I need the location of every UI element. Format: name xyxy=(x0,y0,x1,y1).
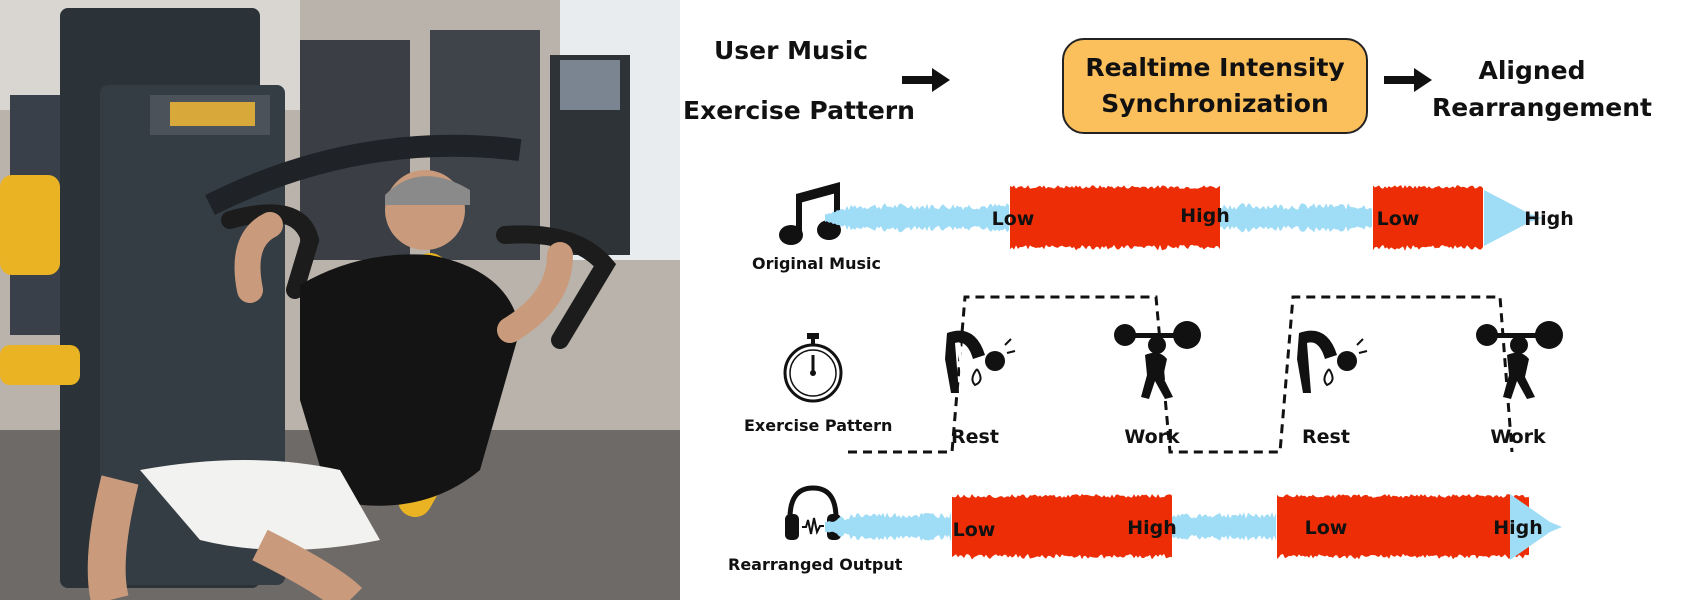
exercise-phase-label: Work xyxy=(1490,426,1546,448)
music-note-icon xyxy=(779,182,841,245)
output-line2: Rearrangement xyxy=(1432,93,1653,122)
rest-figure-icon xyxy=(945,330,1016,393)
work-figure-plate xyxy=(1114,324,1136,346)
rest-figure-head xyxy=(985,351,1005,371)
work-figure-plate xyxy=(1535,321,1563,349)
sync-process-box: Realtime Intensity Synchronization xyxy=(1062,38,1368,134)
input-user-music: User Music xyxy=(714,36,869,65)
original-music-waveform xyxy=(825,185,1542,251)
rest-figure-breath xyxy=(1323,368,1334,387)
rearranged-segment-label: High xyxy=(1493,517,1543,539)
rest-figure-icon xyxy=(1297,330,1368,393)
rearranged-segment-label: Low xyxy=(952,519,996,541)
work-figure-icon xyxy=(1476,321,1563,399)
arrow-right-icon xyxy=(1384,68,1432,92)
exercise-phase-label: Rest xyxy=(1302,426,1350,448)
gym-photo-illustration xyxy=(0,0,680,600)
original-music-segment xyxy=(1010,185,1220,251)
rearranged-segment-label: High xyxy=(1127,517,1177,539)
output-line1: Aligned xyxy=(1478,56,1586,85)
rearranged-segment-label: Low xyxy=(1304,517,1348,539)
work-figure-head xyxy=(1510,336,1528,354)
work-figure-bar xyxy=(1483,333,1551,338)
exercise-phase-label: Work xyxy=(1124,426,1180,448)
original-segment-label: High xyxy=(1180,205,1230,227)
rest-figure-head xyxy=(1337,351,1357,371)
rearranged-output-tail xyxy=(1510,494,1562,560)
diagram-panel: User Music Exercise Pattern Realtime Int… xyxy=(680,0,1700,600)
exercise-intensity-line xyxy=(848,295,1514,454)
rest-figure-arm xyxy=(1309,342,1317,386)
rest-figure-body xyxy=(945,330,985,393)
work-figure-body xyxy=(1141,352,1173,399)
exercise-pattern-diagram xyxy=(848,295,1563,454)
work-figure-plate xyxy=(1476,324,1498,346)
arrow-right-icon xyxy=(902,68,950,92)
rest-figure-breath xyxy=(971,368,982,387)
rearranged-output-segment xyxy=(1172,512,1276,541)
row-label-exercise-pattern: Exercise Pattern xyxy=(744,416,893,435)
original-music-segment xyxy=(1220,203,1372,233)
rearranged-output-segment xyxy=(1277,494,1529,560)
original-music-segment xyxy=(825,203,1009,233)
work-figure-bar xyxy=(1121,333,1189,338)
original-segment-label: Low xyxy=(991,208,1035,230)
output-label: Aligned Rearrangement xyxy=(1432,52,1653,126)
original-segment-label: High xyxy=(1524,208,1574,230)
rearranged-output-waveform xyxy=(825,494,1562,560)
work-figure-body xyxy=(1503,352,1535,399)
work-figure-head xyxy=(1148,336,1166,354)
exercise-phase-label: Rest xyxy=(951,426,999,448)
rearranged-output-segment xyxy=(825,512,951,542)
work-figure-plate xyxy=(1173,321,1201,349)
row-label-original-music: Original Music xyxy=(752,254,881,273)
original-segment-label: Low xyxy=(1376,208,1420,230)
rearranged-output-segment xyxy=(952,494,1172,560)
row-label-rearranged-output: Rearranged Output xyxy=(728,555,903,574)
original-music-tail xyxy=(1484,190,1542,246)
rest-figure-sweat xyxy=(1004,338,1016,354)
process-label-line2: Synchronization xyxy=(1101,89,1329,118)
rest-figure-body xyxy=(1297,330,1337,393)
gym-photo xyxy=(0,0,680,600)
input-exercise-pattern: Exercise Pattern xyxy=(683,96,915,125)
rest-figure-sweat xyxy=(1356,338,1368,354)
rest-figure-arm xyxy=(957,342,965,386)
stopwatch-icon xyxy=(783,333,843,403)
process-label-line1: Realtime Intensity xyxy=(1085,53,1345,82)
original-music-segment xyxy=(1373,185,1483,251)
work-figure-icon xyxy=(1114,321,1201,399)
